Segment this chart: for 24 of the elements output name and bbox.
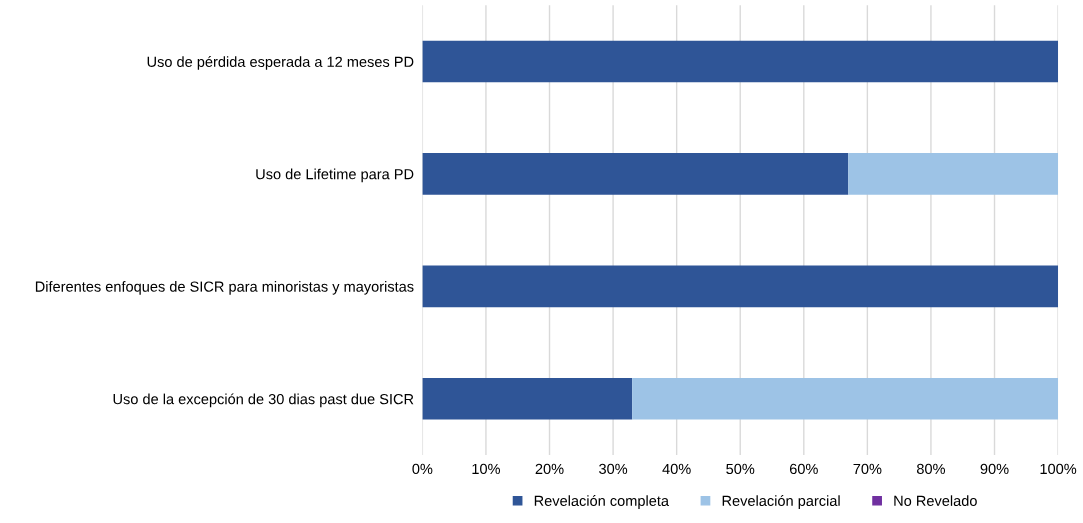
legend-label: Revelación parcial bbox=[722, 495, 840, 509]
legend-label: Revelación completa bbox=[534, 495, 669, 509]
bar bbox=[422, 153, 849, 195]
bar bbox=[422, 377, 633, 420]
x-tick-label: 70% bbox=[853, 463, 882, 475]
x-tick-label: 50% bbox=[726, 463, 755, 475]
x-tick-label: 30% bbox=[599, 463, 628, 475]
bar bbox=[632, 377, 1059, 420]
y-tick-label: Uso de pérdida esperada a 12 meses PD bbox=[147, 56, 414, 70]
x-tick-label: 40% bbox=[662, 463, 691, 475]
y-tick-label: Uso de Lifetime para PD bbox=[256, 168, 414, 183]
bar bbox=[422, 265, 1059, 308]
bar bbox=[848, 153, 1059, 195]
x-tick-label: 90% bbox=[980, 463, 1009, 475]
x-tick-label: 80% bbox=[916, 463, 946, 475]
bar bbox=[422, 40, 1059, 83]
x-tick-label: 60% bbox=[789, 463, 818, 475]
y-tick-label: Diferentes enfoques de SICR para minoristas y mayoristas bbox=[35, 281, 414, 295]
x-tick-label: 20% bbox=[535, 463, 564, 475]
x-tick-label: 100% bbox=[1040, 463, 1077, 475]
x-tick-label: 0% bbox=[412, 463, 433, 475]
y-tick-label: Uso de la excepción de 30 dias past due SICR bbox=[113, 393, 414, 408]
x-tick-label: 10% bbox=[472, 463, 501, 475]
legend-label: No Revelado bbox=[894, 495, 977, 506]
